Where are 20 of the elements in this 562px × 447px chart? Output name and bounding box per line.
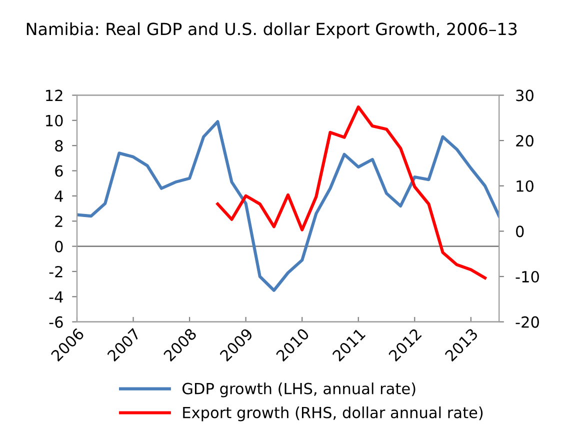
y-tick-label: 2 bbox=[55, 216, 62, 227]
y2-tick-label: -10 bbox=[516, 270, 539, 283]
y2-tick-label: -20 bbox=[516, 316, 539, 328]
y-tick-label: 0 bbox=[55, 240, 63, 252]
chart-title: Namibia: Real GDP and U.S. dollar Export Growth, 2006–13 bbox=[26, 22, 517, 38]
y-tick-label: -4 bbox=[49, 291, 63, 302]
legend-label: Export growth (RHS, dollar annual rate) bbox=[183, 406, 483, 422]
y-tick-label: 10 bbox=[46, 114, 63, 126]
legend-label: GDP growth (LHS, annual rate) bbox=[182, 382, 416, 398]
y-tick-label: 6 bbox=[55, 165, 63, 177]
y-tick-label: -2 bbox=[49, 266, 62, 278]
y2-tick-label: 0 bbox=[516, 226, 524, 238]
y2-tick-label: 30 bbox=[516, 90, 534, 102]
y-tick-label: -6 bbox=[49, 316, 63, 328]
y2-tick-label: 10 bbox=[516, 180, 534, 192]
y-tick-label: 12 bbox=[46, 90, 62, 102]
y2-tick-label: 20 bbox=[516, 135, 534, 147]
line-series bbox=[216, 105, 487, 280]
y-tick-label: 8 bbox=[55, 140, 63, 152]
y-tick-label: 4 bbox=[54, 190, 63, 202]
